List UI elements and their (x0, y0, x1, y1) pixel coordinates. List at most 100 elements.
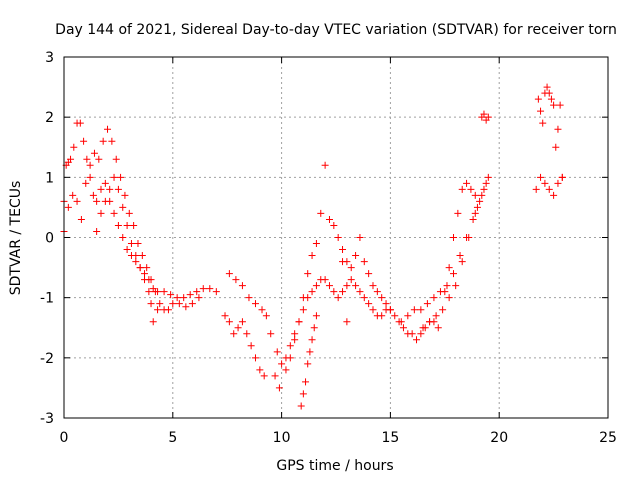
data-point (543, 83, 551, 91)
data-point (450, 234, 458, 241)
data-point (151, 288, 159, 296)
data-point (175, 300, 183, 308)
data-point (445, 294, 453, 302)
data-point (534, 95, 542, 103)
data-point (304, 360, 312, 368)
axis-ticks (63, 56, 609, 419)
x-tick-label: 5 (168, 430, 177, 446)
data-point (193, 288, 201, 296)
data-point (273, 348, 281, 356)
data-point (258, 306, 266, 314)
y-tick-label: 2 (45, 110, 54, 126)
x-axis-title: GPS time / hours (276, 458, 393, 474)
data-point (112, 155, 120, 163)
data-point (558, 173, 566, 181)
series-arc-d (221, 270, 283, 392)
data-point (467, 185, 475, 193)
data-point (251, 354, 259, 362)
data-point (471, 191, 479, 199)
data-point (334, 234, 342, 241)
data-point (330, 288, 338, 296)
data-point (238, 318, 246, 326)
data-point (295, 318, 303, 326)
data-point (373, 288, 381, 296)
data-point (352, 252, 360, 260)
data-point (537, 173, 545, 181)
data-point (188, 300, 196, 308)
data-point (256, 366, 264, 374)
data-point (417, 306, 425, 314)
data-point (245, 294, 253, 302)
data-point (413, 336, 421, 344)
data-point (110, 209, 118, 217)
data-point (302, 378, 310, 386)
data-point (550, 101, 558, 109)
data-point (282, 366, 290, 374)
data-point (286, 342, 294, 350)
data-point (110, 173, 118, 181)
data-point (378, 294, 386, 302)
x-tick-label: 25 (599, 430, 617, 446)
data-point (360, 258, 368, 266)
data-point (360, 294, 368, 302)
data-point (106, 185, 114, 193)
data-point (378, 312, 386, 320)
data-point (317, 209, 325, 217)
data-point (299, 294, 307, 302)
data-point (343, 258, 351, 266)
data-point (291, 336, 299, 344)
series-arc-j (419, 185, 488, 332)
data-point (86, 173, 94, 181)
data-point (417, 330, 425, 338)
data-point (232, 276, 240, 284)
data-point (537, 107, 545, 115)
data-point (169, 300, 177, 308)
data-point (225, 270, 233, 278)
data-point (93, 197, 101, 205)
data-point (67, 155, 75, 163)
data-point (123, 246, 131, 254)
data-point (321, 161, 329, 169)
data-point (423, 300, 431, 308)
data-point (299, 306, 307, 314)
series-arc-f (282, 161, 351, 374)
data-point (352, 282, 360, 290)
series-arc-h (339, 234, 442, 344)
data-point (104, 125, 112, 133)
data-point (484, 173, 492, 181)
data-point (275, 384, 283, 392)
data-point (450, 270, 458, 278)
data-point (397, 318, 405, 326)
data-point (93, 227, 101, 235)
data-point (456, 252, 464, 260)
y-tick-label: -3 (40, 411, 54, 427)
data-point (471, 209, 479, 217)
data-point (101, 179, 109, 187)
data-point (445, 264, 453, 272)
data-point (541, 179, 549, 187)
data-point (386, 306, 394, 314)
data-point (164, 306, 172, 314)
data-point (114, 221, 122, 229)
data-point (89, 191, 97, 199)
data-point (145, 288, 153, 296)
data-point (180, 294, 188, 302)
y-tick-label: 1 (45, 170, 54, 186)
data-point (473, 203, 481, 211)
data-point (77, 215, 85, 223)
data-point (478, 191, 486, 199)
data-point (149, 318, 157, 326)
data-point (539, 119, 547, 127)
data-point (114, 185, 122, 193)
data-point (321, 276, 329, 284)
data-point (480, 110, 488, 118)
data-point (90, 149, 98, 157)
data-point (441, 288, 449, 296)
data-point (391, 312, 399, 320)
data-point (154, 306, 162, 314)
data-point (480, 185, 488, 193)
data-point (308, 252, 316, 260)
data-point (271, 372, 279, 380)
data-point (83, 155, 91, 163)
data-point (532, 185, 540, 193)
